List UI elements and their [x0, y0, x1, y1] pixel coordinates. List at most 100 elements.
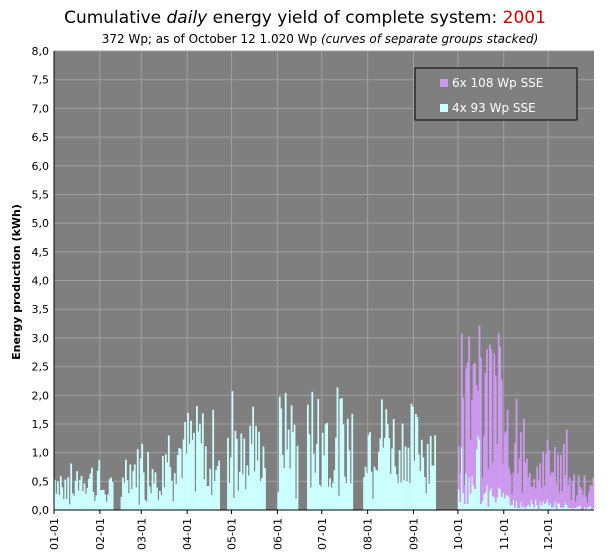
daily-bar: [312, 453, 315, 510]
daily-bar: [167, 435, 170, 510]
daily-bar: [193, 432, 195, 510]
daily-bar: [457, 446, 460, 490]
daily-bar: [576, 495, 579, 507]
daily-bar: [554, 446, 556, 502]
daily-bar: [241, 474, 244, 510]
daily-bar: [416, 416, 419, 510]
daily-bar: [508, 496, 510, 510]
legend-swatch: [440, 104, 448, 112]
daily-bar: [422, 457, 425, 510]
daily-bar: [159, 490, 161, 510]
daily-bar: [314, 472, 317, 510]
daily-bar: [488, 344, 491, 491]
daily-bar: [258, 431, 260, 510]
daily-bar: [102, 489, 105, 510]
daily-bar: [409, 483, 411, 510]
daily-bar: [111, 482, 114, 510]
daily-bar: [400, 482, 402, 510]
daily-bar: [142, 472, 145, 510]
daily-bar: [465, 473, 468, 510]
daily-bar: [277, 492, 280, 510]
daily-bar: [404, 446, 407, 510]
daily-bar: [154, 472, 157, 510]
daily-bar: [477, 390, 479, 436]
daily-bar: [420, 439, 423, 510]
daily-bar: [136, 449, 139, 510]
daily-bar: [514, 507, 516, 510]
daily-bar: [503, 498, 506, 510]
legend-label: 6x 108 Wp SSE: [452, 76, 543, 90]
daily-bar: [108, 479, 111, 510]
daily-bar: [589, 484, 592, 506]
daily-bar: [497, 487, 500, 510]
daily-bar: [480, 503, 482, 510]
daily-bar: [172, 501, 175, 510]
daily-bar: [327, 486, 330, 510]
daily-bar: [518, 458, 521, 509]
daily-bar: [462, 397, 465, 493]
daily-bar: [250, 444, 253, 510]
daily-bar: [85, 494, 87, 510]
daily-bar: [126, 480, 129, 510]
daily-bar: [522, 418, 525, 507]
daily-bar: [65, 498, 68, 510]
daily-bar: [88, 478, 90, 510]
daily-bar: [527, 504, 530, 510]
daily-bar: [179, 448, 182, 510]
daily-bar: [234, 430, 237, 510]
daily-bar: [58, 494, 61, 510]
daily-bar: [557, 454, 559, 503]
daily-bar: [499, 346, 502, 489]
daily-bar: [261, 477, 263, 510]
daily-bar: [391, 448, 394, 510]
daily-bar: [506, 494, 509, 510]
daily-bar: [181, 477, 184, 510]
daily-bar: [559, 507, 562, 510]
daily-bar: [568, 477, 571, 508]
daily-bar: [471, 475, 473, 510]
daily-bar: [466, 503, 469, 510]
daily-bar: [417, 454, 420, 510]
daily-bar: [182, 439, 185, 510]
daily-bar: [551, 471, 553, 508]
daily-bar: [589, 505, 592, 510]
daily-bar: [213, 481, 216, 510]
daily-bar: [373, 466, 376, 510]
daily-bar: [252, 406, 255, 510]
daily-bar: [557, 502, 559, 510]
daily-bar: [474, 362, 476, 489]
daily-bar: [86, 487, 89, 510]
daily-bar: [582, 494, 584, 510]
daily-bar: [162, 455, 164, 510]
daily-bar: [231, 391, 234, 510]
daily-bar: [376, 470, 379, 510]
daily-bar: [139, 458, 142, 510]
daily-bar: [551, 507, 553, 510]
daily-bar: [201, 413, 204, 510]
daily-bar: [385, 409, 388, 510]
daily-bar: [335, 437, 337, 510]
daily-bar: [98, 460, 101, 510]
daily-bar: [490, 349, 493, 489]
daily-bar: [414, 414, 417, 510]
x-tick-label: 11-01: [498, 518, 511, 550]
bar-series: [54, 325, 595, 510]
daily-bar: [499, 488, 502, 510]
legend: 6x 108 Wp SSE 4x 93 Wp SSE: [414, 67, 578, 121]
y-tick-label: 2,5: [32, 361, 50, 374]
daily-bar: [348, 450, 351, 510]
daily-bar: [407, 447, 410, 510]
daily-bar: [565, 429, 568, 505]
daily-bar: [187, 412, 189, 510]
daily-bar: [215, 469, 218, 510]
daily-bar: [317, 398, 320, 510]
daily-bar: [517, 473, 519, 508]
title-part-main: Cumulative: [64, 8, 167, 28]
y-tick-label: 5,0: [32, 217, 50, 230]
title-part-rest: energy yield of complete system:: [207, 8, 503, 28]
daily-bar: [545, 454, 547, 503]
daily-bar: [478, 439, 481, 510]
daily-bar: [486, 349, 488, 485]
y-tick-label: 8,0: [32, 45, 50, 58]
daily-bar: [429, 435, 432, 510]
